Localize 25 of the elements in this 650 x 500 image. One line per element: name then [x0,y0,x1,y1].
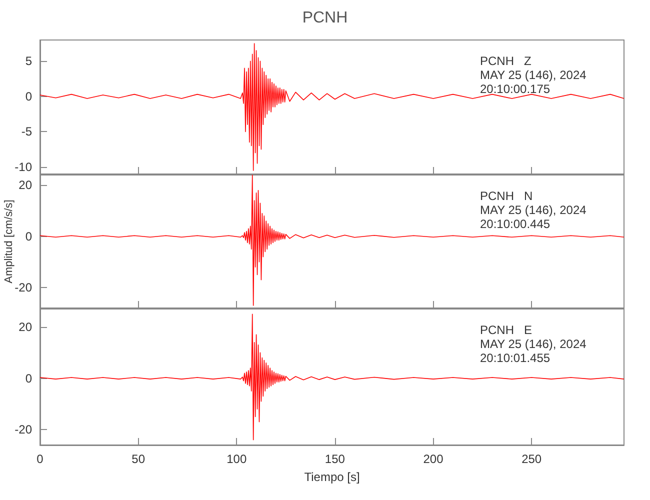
line-series [40,43,624,171]
x-tick-label: 250 [522,452,542,466]
y-tick-label: -20 [14,422,32,437]
x-tick-label: 150 [324,452,346,466]
y-tick-label: -5 [21,124,32,139]
y-tick-label: 20 [18,178,32,192]
chart-title: PCNH [302,10,348,26]
x-tick-label: 100 [226,452,247,466]
x-tick-label: 200 [423,452,444,466]
line-series [40,314,624,440]
annotation: PCNH Z MAY 25 (146), 2024 20:10:00.175 [480,54,587,96]
x-tick-label: 0 [36,452,44,466]
y-axis-title: Amplitud [cm/s/s] [3,200,15,284]
y-tick-label: 0 [25,229,32,244]
y-tick-label: -10 [14,160,32,174]
annotation: PCNH N MAY 25 (146), 2024 20:10:00.445 [480,189,587,231]
y-tick-label: 0 [25,371,32,386]
y-tick-label: -20 [14,280,32,295]
annotation: PCNH E MAY 25 (146), 2024 20:10:01.455 [480,323,587,365]
line-series [40,174,624,306]
x-axis-title: Tiempo [s] [304,470,360,484]
y-tick-label: 20 [18,320,32,334]
y-tick-label: 5 [25,54,32,68]
y-tick-label: 0 [25,89,32,104]
x-tick-label: 50 [132,452,146,466]
